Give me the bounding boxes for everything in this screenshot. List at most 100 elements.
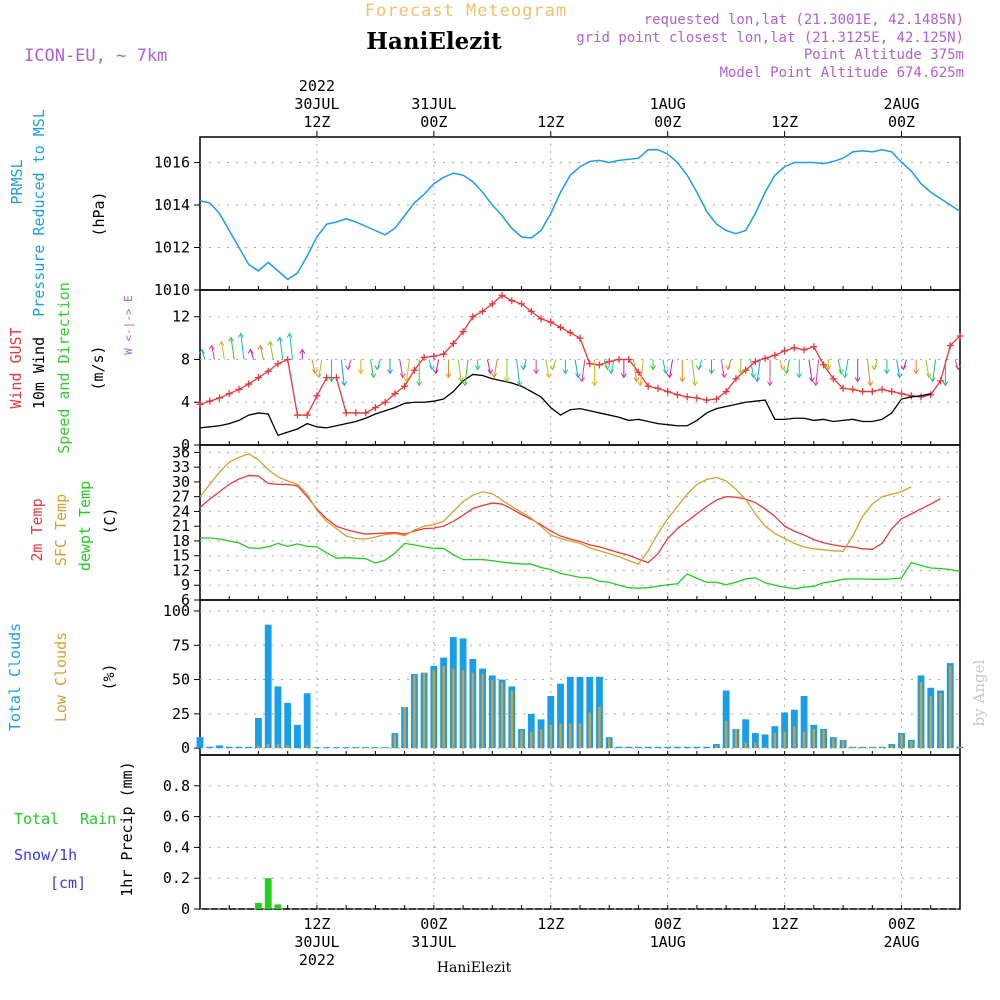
wind-gust-marker — [303, 411, 311, 419]
wind-direction-arrow — [545, 359, 550, 378]
wind-direction-arrow — [925, 359, 930, 378]
total-clouds-bar — [566, 676, 574, 749]
wind-direction-arrowhead — [533, 369, 540, 375]
bottom-time-label: 31JUL — [411, 933, 456, 951]
wind-direction-arrow — [405, 359, 410, 382]
total-clouds-bar — [284, 702, 292, 749]
wind-gust-line — [199, 294, 961, 416]
low-clouds-bar — [734, 728, 738, 749]
total-clouds-bar — [245, 746, 253, 749]
wind-direction-arrowhead — [754, 377, 761, 383]
wind-10m-label: 10m Wind — [30, 337, 48, 409]
wind-direction-arrowhead — [328, 377, 335, 383]
wind-direction-arrowhead — [276, 336, 283, 342]
wind-direction-arrow — [259, 345, 264, 360]
wind-gust-marker — [430, 352, 438, 360]
wind-direction-arrowhead — [871, 365, 878, 371]
precip-ytick-label: 0 — [181, 900, 190, 918]
wind-gust-marker — [264, 367, 272, 375]
low-clouds-bar — [724, 720, 728, 749]
wind-direction-arrowhead — [929, 377, 936, 383]
total-clouds-bar — [615, 746, 623, 749]
low-clouds-bar — [306, 745, 309, 749]
wind-direction-arrowhead — [208, 344, 215, 350]
top-time-label: 00Z — [654, 113, 681, 131]
wind-speed-dir-label: Speed and Direction — [55, 282, 73, 454]
wind-direction-arrowhead — [825, 365, 832, 371]
wind-direction-arrowhead — [591, 381, 598, 387]
wind-direction-arrow — [932, 359, 937, 382]
low-clouds-bar — [559, 723, 562, 749]
wind-gust-marker — [829, 375, 837, 383]
wind-compass: W <-|-> E — [122, 295, 135, 355]
header-model-altitude: Model Point Altitude 674.625m — [720, 65, 964, 81]
wind-gust-marker — [722, 388, 730, 396]
wind-gust-marker — [245, 380, 253, 388]
wind-gust-marker — [362, 409, 370, 417]
total-clouds-bar — [264, 624, 272, 749]
total-clouds-bar — [342, 747, 350, 749]
wind-direction-arrowhead — [416, 381, 423, 387]
temp-unit: (C) — [101, 507, 119, 534]
wind-direction-arrowhead — [549, 365, 556, 371]
wind-direction-arrowhead — [854, 377, 861, 383]
wind-gust-marker — [664, 388, 672, 396]
wind-gust-marker — [293, 411, 301, 419]
wind-direction-arrowhead — [387, 369, 393, 375]
total-clouds-bar — [703, 746, 711, 749]
precip-frame — [199, 754, 961, 910]
low-clouds-bar — [841, 739, 845, 749]
wind-gust-marker — [410, 366, 418, 374]
total-clouds-bar — [781, 712, 789, 749]
wind-gust-marker — [654, 384, 662, 392]
temp-ytick-label: 18 — [172, 532, 190, 550]
wind-direction-arrowhead — [842, 373, 848, 379]
precip-total-label: Total — [14, 810, 59, 828]
wind-direction-arrowhead — [286, 332, 293, 338]
wind-direction-arrowhead — [503, 377, 510, 383]
low-clouds-bar — [793, 726, 796, 749]
wind-gust-marker — [917, 393, 925, 401]
wind-gust-marker — [576, 334, 584, 342]
wind-direction-arrow — [633, 359, 638, 382]
wind-direction-arrow — [486, 359, 491, 374]
total-clouds-bar — [274, 686, 282, 749]
wind-direction-arrow — [457, 359, 462, 382]
clouds-ytick-label: 75 — [172, 636, 190, 654]
total-clouds-bar — [800, 696, 808, 749]
wind-direction-arrow — [896, 359, 901, 378]
wind-direction-arrowhead — [399, 373, 406, 379]
wind-gust-marker — [371, 404, 379, 412]
wind-direction-arrowhead — [662, 369, 669, 375]
wind-direction-arrow — [610, 359, 615, 374]
wind-gust-marker — [771, 351, 779, 359]
header-requested: requested lon,lat (21.3001E, 42.1485N) — [644, 12, 964, 28]
wind-direction-arrowhead — [315, 373, 322, 379]
low-clouds-bar — [578, 723, 582, 749]
cloud-labels: Total Clouds Low Clouds (%) — [6, 623, 118, 731]
wind-gust-marker — [206, 397, 214, 405]
total-clouds-bar — [635, 746, 642, 749]
low-clouds-bar — [588, 712, 591, 749]
low-clouds-bar — [851, 746, 854, 749]
wind-gust-marker — [235, 385, 243, 393]
wind-gust-marker — [420, 353, 428, 361]
low-clouds-bar — [510, 690, 513, 749]
wind-gust-marker — [859, 388, 867, 396]
total-clouds-bar — [206, 746, 214, 749]
wind-direction-arrowhead — [883, 369, 890, 375]
wind-direction-arrowhead — [737, 369, 744, 375]
wind-gust-marker — [849, 385, 857, 393]
low-clouds-bar — [949, 665, 952, 749]
top-time-label: 12Z — [303, 113, 330, 131]
wind-10m-line — [199, 373, 931, 437]
wind-gust-marker — [605, 358, 613, 366]
top-time-label: 12Z — [537, 113, 564, 131]
low-clouds-bar — [929, 696, 932, 749]
clouds-ytick-label: 0 — [181, 739, 190, 757]
pressure-line — [199, 148, 961, 281]
low-clouds-bar — [871, 746, 874, 749]
bottom-time-label: 2022 — [299, 951, 335, 969]
wind-direction-arrowhead — [198, 348, 205, 354]
low-clouds-bar — [910, 741, 913, 749]
